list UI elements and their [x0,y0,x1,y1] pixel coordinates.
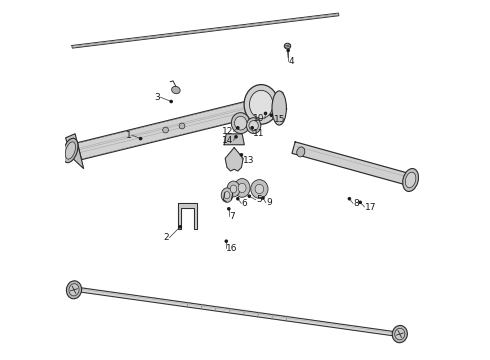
Circle shape [250,126,254,130]
Circle shape [163,127,169,133]
Polygon shape [178,203,197,229]
Text: 11: 11 [253,129,265,138]
Text: 9: 9 [266,198,271,207]
Polygon shape [292,142,412,186]
Text: 3: 3 [155,93,160,102]
Text: 10: 10 [253,114,265,123]
Circle shape [264,112,268,115]
Text: 8: 8 [353,199,359,208]
Circle shape [227,207,231,211]
Circle shape [170,100,173,103]
Ellipse shape [235,116,247,130]
Ellipse shape [230,185,237,193]
Circle shape [234,135,238,139]
Ellipse shape [234,179,250,197]
Polygon shape [225,148,243,171]
Circle shape [270,113,273,117]
Ellipse shape [231,113,250,134]
Text: 14: 14 [222,136,233,145]
Ellipse shape [405,172,416,188]
Ellipse shape [244,85,278,124]
Circle shape [179,123,185,129]
Circle shape [139,137,143,140]
Ellipse shape [403,168,418,192]
Circle shape [286,49,290,52]
Polygon shape [72,287,402,337]
Polygon shape [224,134,245,145]
Text: 17: 17 [365,202,376,212]
Ellipse shape [246,118,261,134]
Ellipse shape [284,43,291,49]
Ellipse shape [224,192,230,199]
Ellipse shape [255,184,264,194]
Circle shape [236,197,240,201]
Circle shape [240,153,243,157]
Circle shape [224,239,228,243]
Ellipse shape [65,142,75,159]
Circle shape [247,194,251,198]
Ellipse shape [227,181,240,197]
Polygon shape [77,93,287,159]
Ellipse shape [395,328,405,340]
Polygon shape [66,134,84,169]
Text: 6: 6 [242,199,247,208]
Text: 15: 15 [274,115,285,124]
Ellipse shape [63,138,78,163]
Ellipse shape [272,91,286,125]
Text: 7: 7 [229,212,235,220]
Text: 4: 4 [288,57,294,66]
Circle shape [178,225,182,229]
Ellipse shape [251,180,268,198]
Circle shape [358,201,362,204]
Circle shape [236,126,240,130]
Ellipse shape [67,281,82,299]
Text: 16: 16 [226,244,238,253]
Polygon shape [72,13,339,48]
Ellipse shape [249,90,273,118]
Ellipse shape [238,183,246,193]
Text: 2: 2 [164,233,170,242]
Ellipse shape [69,284,79,296]
Text: 12: 12 [222,127,233,136]
Ellipse shape [249,121,258,131]
Circle shape [347,197,351,201]
Ellipse shape [221,188,233,202]
Ellipse shape [172,86,180,94]
Text: 1: 1 [126,131,132,140]
Ellipse shape [297,147,305,157]
Circle shape [261,196,265,200]
Text: 13: 13 [243,156,254,165]
Text: 5: 5 [256,195,262,204]
Ellipse shape [392,325,407,343]
